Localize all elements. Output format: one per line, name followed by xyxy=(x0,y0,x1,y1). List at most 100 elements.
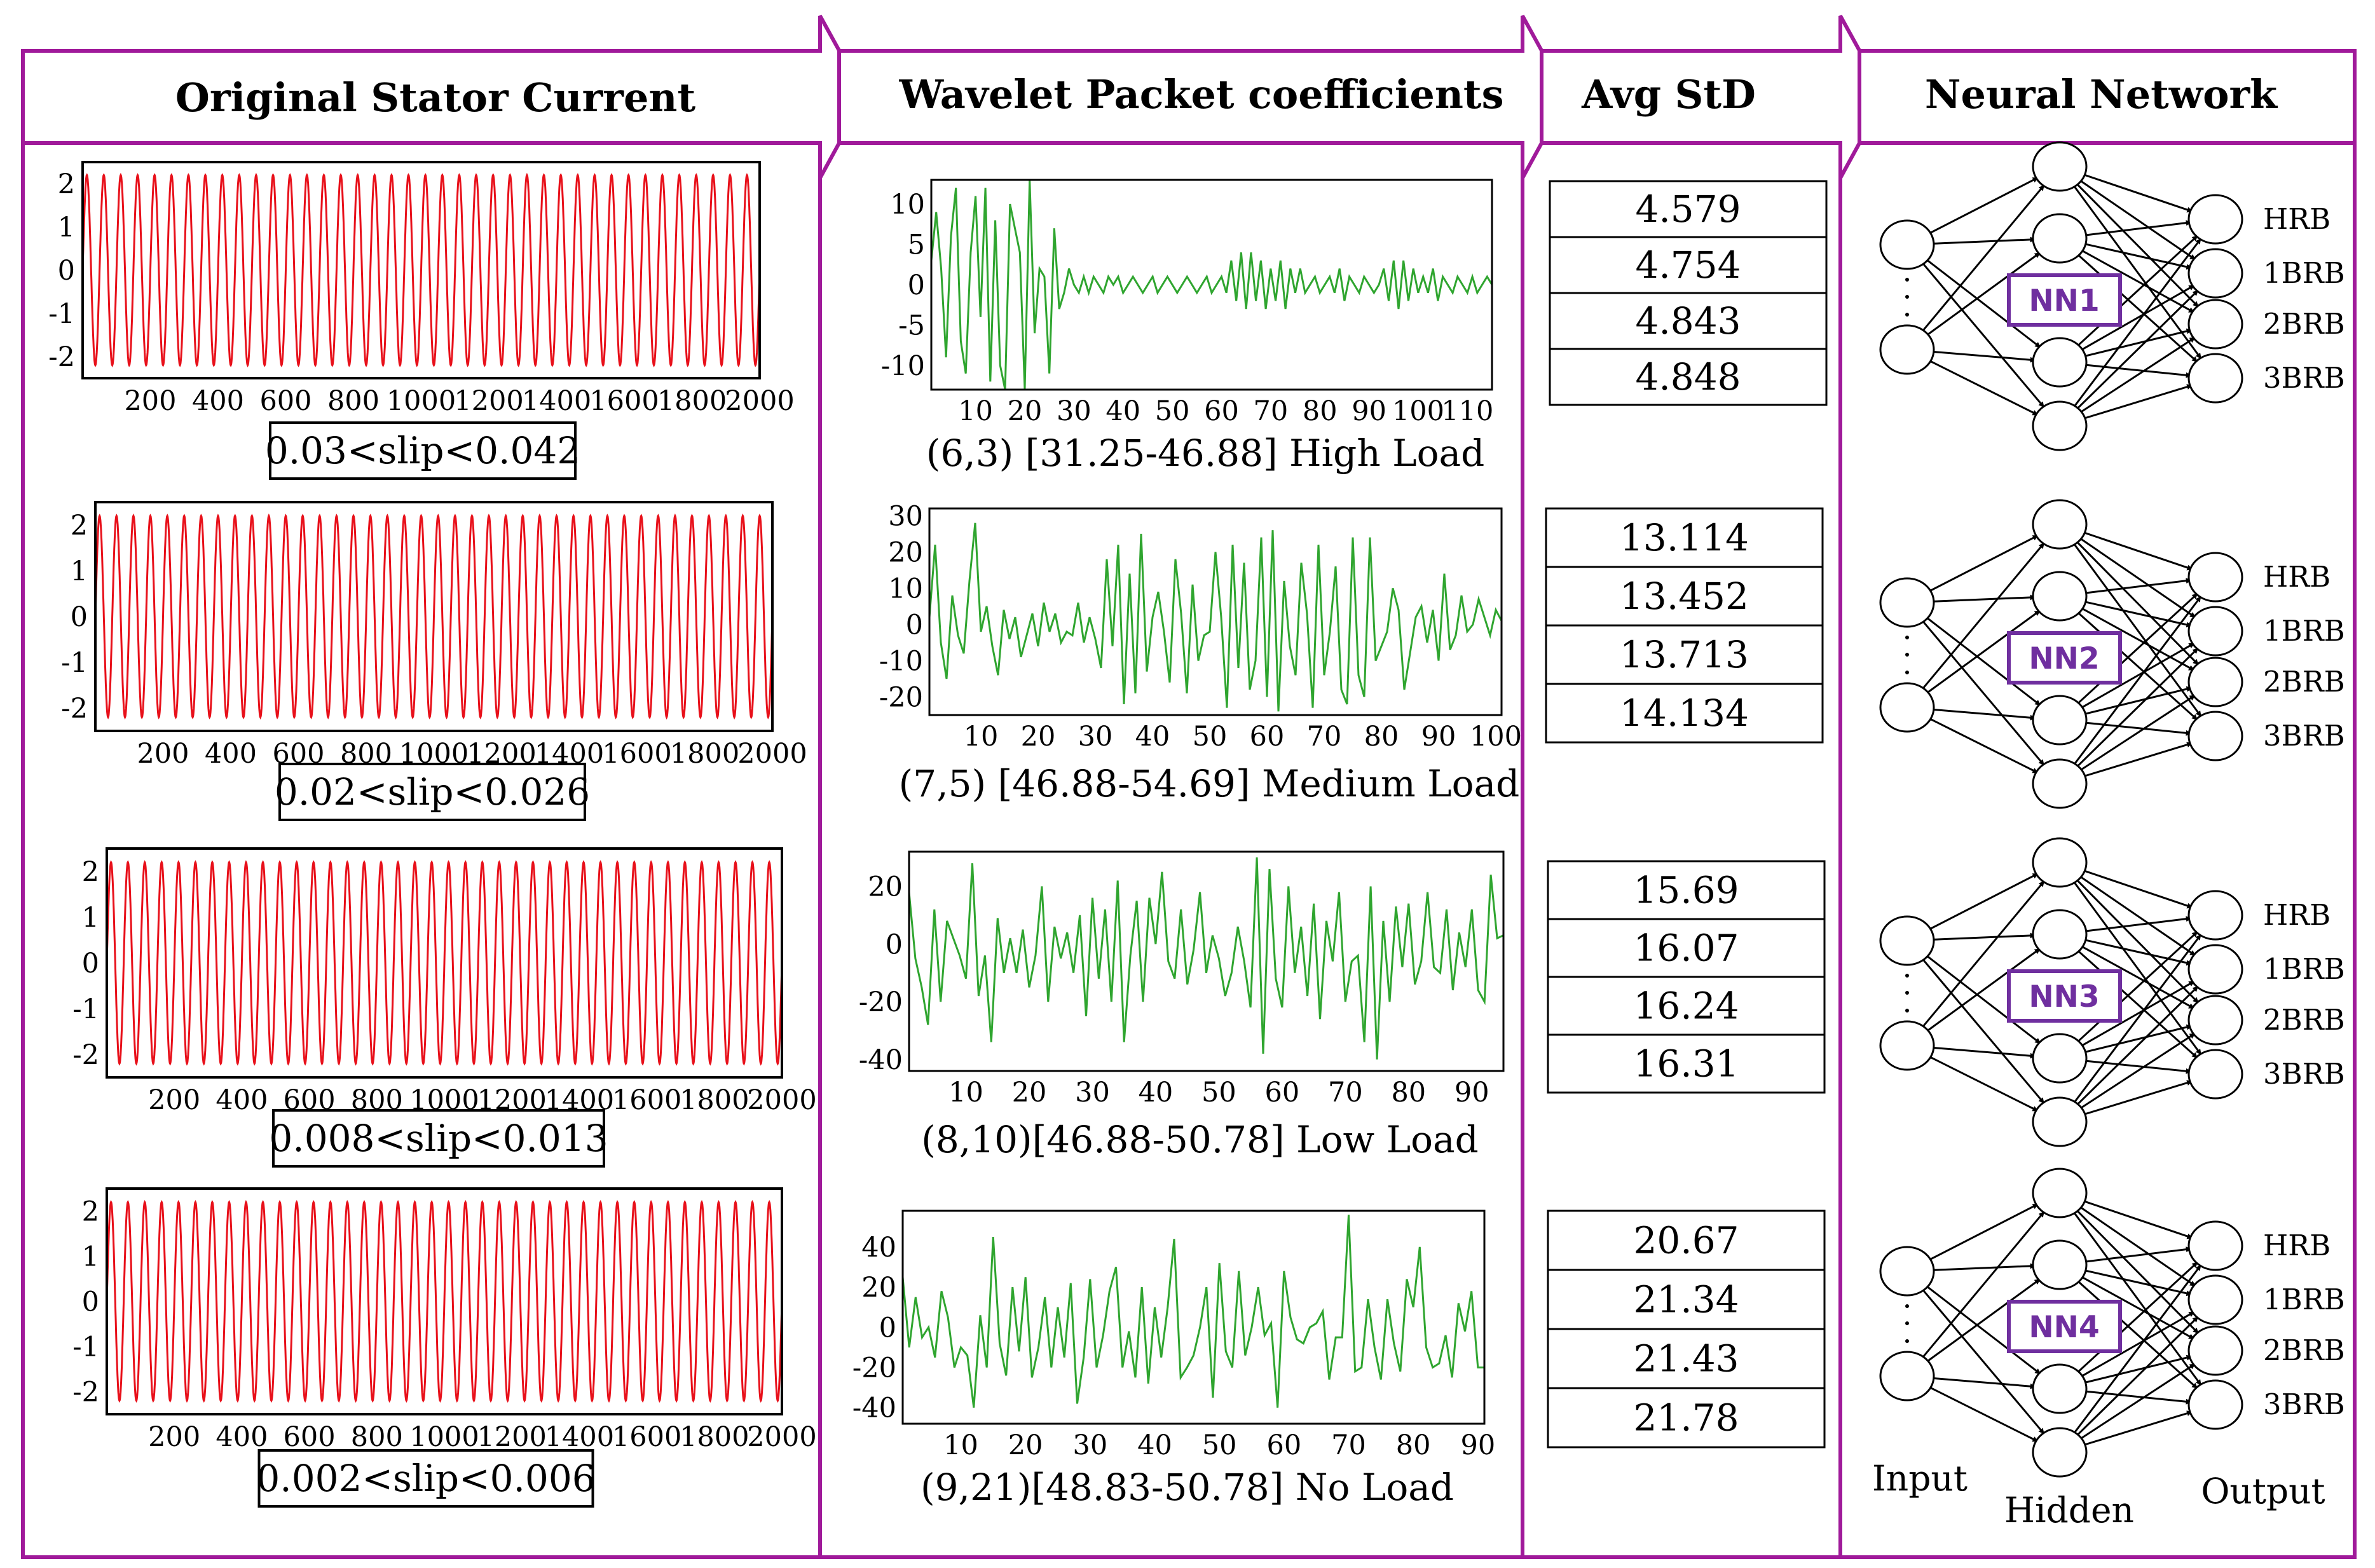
x-tick-label: 1800 xyxy=(670,738,739,770)
header-avg-std: Avg StD xyxy=(1581,71,1756,118)
x-tick-label: 400 xyxy=(216,1084,268,1116)
x-tick-label: 10 xyxy=(943,1429,978,1461)
class-label-hrb: HRB xyxy=(2263,898,2331,932)
output-node xyxy=(2187,248,2243,299)
class-label-3brb: 3BRB xyxy=(2263,1387,2345,1421)
wavelet-plot-axes xyxy=(908,850,1505,1072)
y-tick-label: -2 xyxy=(48,341,75,373)
y-tick-label: -40 xyxy=(852,1393,896,1424)
nn-label-box xyxy=(2007,631,2122,685)
x-tick-label: 10 xyxy=(948,1077,983,1108)
hidden-node xyxy=(2032,837,2088,888)
nn-label: NN2 xyxy=(2029,641,2099,676)
hidden-output-edge xyxy=(2080,945,2195,1009)
hidden-node xyxy=(2032,1168,2088,1218)
std-cell xyxy=(1547,1033,1826,1094)
class-label-2brb: 2BRB xyxy=(2263,1333,2345,1367)
hidden-output-edge xyxy=(2083,242,2193,270)
class-label-3brb: 3BRB xyxy=(2263,719,2345,753)
hidden-node xyxy=(2032,1427,2088,1478)
input-hidden-edge xyxy=(1928,176,2039,235)
y-tick-label: -1 xyxy=(72,993,99,1025)
hidden-output-edge xyxy=(2083,1024,2193,1054)
std-cell xyxy=(1549,236,1828,294)
x-tick-label: 60 xyxy=(1265,1077,1300,1108)
hidden-output-edge xyxy=(2082,384,2193,420)
std-table-2: 13.114 13.452 13.713 14.134 xyxy=(1545,507,1824,744)
current-trace xyxy=(95,513,772,720)
hidden-output-edge xyxy=(2083,1246,2192,1263)
hidden-output-edge xyxy=(2073,934,2202,1103)
hidden-node xyxy=(2032,499,2088,550)
ellipsis-dot xyxy=(1905,1321,1909,1325)
y-tick-label: -5 xyxy=(898,310,925,341)
output-node xyxy=(2187,711,2243,761)
y-tick-label: -1 xyxy=(61,647,88,679)
x-tick-label: 60 xyxy=(1250,721,1285,753)
output-node xyxy=(2187,353,2243,404)
x-tick-label: 70 xyxy=(1307,721,1342,753)
input-hidden-edge xyxy=(1928,359,2039,416)
x-tick-label: 110 xyxy=(1441,395,1493,427)
hidden-output-edge xyxy=(2073,1211,2202,1386)
input-hidden-edge xyxy=(1922,262,2045,408)
y-tick-label: -20 xyxy=(879,681,923,713)
x-tick-label: 20 xyxy=(1008,1429,1043,1461)
y-tick-label: 5 xyxy=(908,229,925,261)
y-tick-label: 2 xyxy=(82,1196,99,1228)
std-value: 16.31 xyxy=(1633,1042,1739,1086)
x-tick-label: 600 xyxy=(259,385,311,417)
hidden-output-edge xyxy=(2080,642,2195,709)
class-label-3brb: 3BRB xyxy=(2263,361,2345,395)
x-tick-label: 200 xyxy=(124,385,176,417)
ellipsis-dot xyxy=(1905,295,1909,299)
y-tick-label: 20 xyxy=(868,871,903,903)
hidden-output-edge xyxy=(2076,540,2200,666)
hidden-output-edge xyxy=(2080,980,2195,1047)
hidden-output-edge xyxy=(2076,182,2200,308)
x-tick-label: 40 xyxy=(1135,721,1170,753)
std-tables: 4.579 4.754 4.843 4.848 13.114 13.452 13.713 14… xyxy=(1545,180,1828,1449)
input-hidden-edge xyxy=(1928,1386,2039,1443)
hidden-output-edge xyxy=(2083,220,2192,236)
hidden-output-edge xyxy=(2082,742,2193,778)
class-label-1brb: 1BRB xyxy=(2263,1283,2345,1316)
std-cell xyxy=(1545,683,1824,744)
y-tick-label: 20 xyxy=(861,1272,896,1304)
x-tick-label: 80 xyxy=(1364,721,1399,753)
y-tick-label: 30 xyxy=(888,500,923,532)
input-node xyxy=(1879,915,1935,966)
hidden-node xyxy=(2032,213,2088,264)
x-tick-label: 1600 xyxy=(612,1084,681,1116)
hidden-output-edge xyxy=(2073,1264,2202,1434)
hidden-output-edge xyxy=(2079,336,2196,414)
hidden-node xyxy=(2032,1239,2088,1290)
header-neural-network: Neural Network xyxy=(1925,71,2278,118)
y-tick-label: 0 xyxy=(886,929,903,960)
current-trace xyxy=(107,860,782,1066)
output-node xyxy=(2187,1220,2243,1271)
output-node xyxy=(2187,1274,2243,1325)
hidden-output-edge xyxy=(2083,328,2193,358)
x-tick-label: 100 xyxy=(1470,721,1522,753)
hidden-output-edge xyxy=(2076,235,2199,347)
std-cell xyxy=(1547,1269,1826,1330)
ellipsis-dot xyxy=(1905,991,1909,995)
input-node xyxy=(1879,1020,1935,1071)
current-plot-axes xyxy=(106,1187,783,1415)
ellipsis-dot xyxy=(1905,671,1909,674)
wavelet-trace xyxy=(903,1215,1484,1408)
nn-label: NN1 xyxy=(2029,283,2099,318)
slip-caption-box xyxy=(257,1449,594,1508)
nn-diagram-2: NN2 HRB 1BRB 2BRB 3BRB xyxy=(1879,499,2345,809)
hidden-output-edge xyxy=(2083,364,2192,378)
x-tick-label: 600 xyxy=(284,1421,336,1453)
x-tick-label: 90 xyxy=(1352,395,1386,427)
class-label-3brb: 3BRB xyxy=(2263,1057,2345,1091)
output-node xyxy=(2187,194,2243,245)
input-hidden-edge xyxy=(1931,1263,2036,1271)
hidden-output-edge xyxy=(2077,254,2198,363)
slip-caption-box xyxy=(269,421,577,480)
hidden-output-edge xyxy=(2076,1209,2200,1335)
